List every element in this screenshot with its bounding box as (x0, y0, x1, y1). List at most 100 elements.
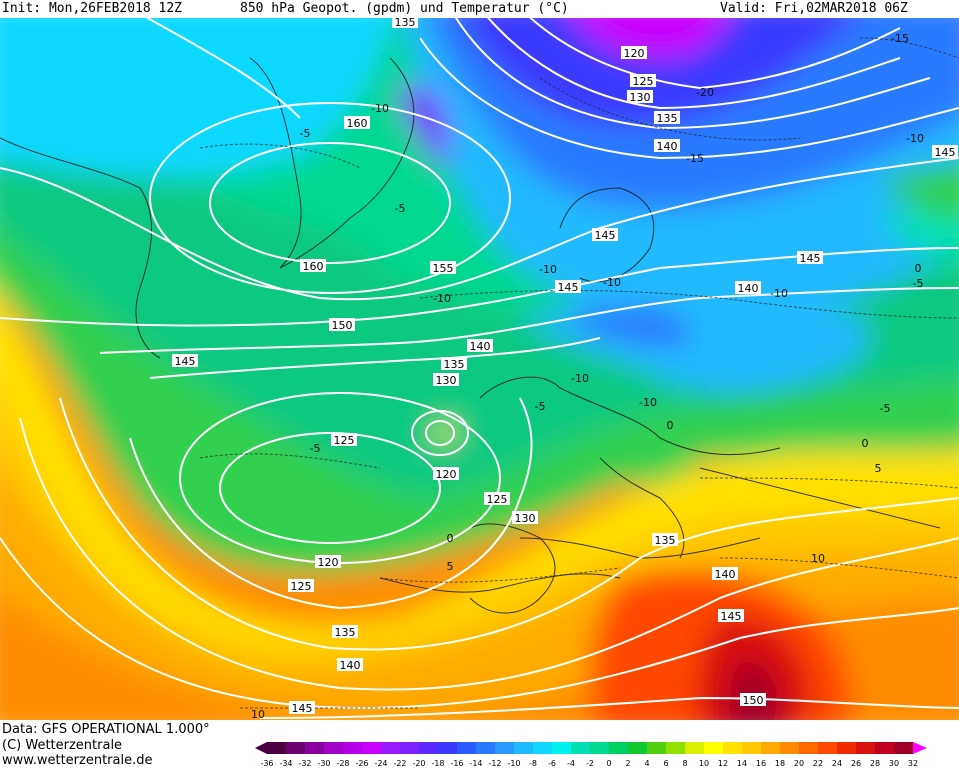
valid-time: Valid: Fri,02MAR2018 06Z (720, 1, 908, 16)
legend-swatch (647, 742, 666, 754)
svg-text:145: 145 (558, 281, 579, 294)
copyright: (C) Wetterzentrale (2, 738, 123, 753)
temp-label: -15 (891, 32, 909, 45)
legend-swatch (894, 742, 913, 754)
legend-swatch (457, 742, 476, 754)
svg-text:140: 140 (715, 568, 736, 581)
legend-tick: -28 (336, 759, 349, 768)
svg-text:140: 140 (657, 140, 678, 153)
temp-label: -10 (539, 263, 557, 276)
contour-label-145g: 145 (289, 701, 315, 715)
legend-swatch (875, 742, 894, 754)
map-title: 850 hPa Geopot. (gpdm) und Temperatur (°… (240, 1, 569, 16)
legend-tick: -20 (412, 759, 425, 768)
legend-tick: -16 (450, 759, 463, 768)
legend-swatch (438, 742, 457, 754)
contour-label-140c: 140 (735, 281, 761, 295)
svg-text:160: 160 (347, 117, 368, 130)
svg-text:155: 155 (433, 262, 454, 275)
svg-text:120: 120 (318, 556, 339, 569)
temp-label: -10 (639, 396, 657, 409)
contour-label-125a: 125 (630, 74, 656, 88)
legend-swatch (324, 742, 343, 754)
contour-label-135a: 135 (392, 18, 418, 29)
temp-label: -10 (433, 292, 451, 305)
contour-label-145a: 145 (932, 145, 958, 159)
svg-text:130: 130 (515, 512, 536, 525)
website-url: www.wetterzentrale.de (2, 753, 153, 768)
color-legend: -36 -34 -32 -30 -28 -26 -24 -22 -20 -18 -16 -14 -12-… (255, 742, 927, 768)
legend-swatch (267, 742, 286, 754)
map-header: Init: Mon,26FEB2018 12Z 850 hPa Geopot. … (0, 0, 959, 18)
contour-label-150b: 150 (740, 693, 766, 707)
temp-label: -5 (310, 442, 321, 455)
svg-text:130: 130 (630, 91, 651, 104)
temp-label: 0 (862, 437, 869, 450)
legend-tick: 30 (889, 759, 899, 768)
legend-swatch (685, 742, 704, 754)
map-footer: Data: GFS OPERATIONAL 1.000° (C) Wetterz… (0, 720, 959, 770)
temp-label: -5 (535, 400, 546, 413)
legend-tick: -18 (431, 759, 444, 768)
svg-text:145: 145 (595, 229, 616, 242)
svg-text:120: 120 (624, 47, 645, 60)
legend-tick: -12 (488, 759, 501, 768)
legend-swatch (780, 742, 799, 754)
contour-label-140b: 140 (467, 339, 493, 353)
temp-label: -10 (906, 132, 924, 145)
temp-label: -10 (603, 276, 621, 289)
legend-tick: 0 (606, 759, 611, 768)
legend-tick: -26 (355, 759, 368, 768)
contour-label-120b: 120 (433, 467, 459, 481)
legend-left-arrow (255, 742, 267, 754)
contour-label-150: 150 (329, 318, 355, 332)
svg-text:145: 145 (721, 610, 742, 623)
legend-right-arrow (913, 742, 927, 754)
temp-label: -5 (880, 402, 891, 415)
legend-tick: -34 (279, 759, 292, 768)
legend-tick: 12 (718, 759, 728, 768)
legend-tick: -30 (317, 759, 330, 768)
temp-label: 5 (447, 560, 454, 573)
svg-text:145: 145 (292, 702, 313, 715)
svg-text:135: 135 (335, 626, 356, 639)
svg-text:150: 150 (332, 319, 353, 332)
legend-swatch (552, 742, 571, 754)
temp-label: 0 (667, 419, 674, 432)
temperature-isolines (199, 37, 959, 709)
legend-swatch (704, 742, 723, 754)
temp-label: -15 (686, 152, 704, 165)
legend-tick: -10 (507, 759, 520, 768)
svg-text:160: 160 (303, 260, 324, 273)
data-source: Data: GFS OPERATIONAL 1.000° (2, 722, 210, 737)
legend-tick: 14 (737, 759, 747, 768)
legend-swatch (723, 742, 742, 754)
legend-swatch (837, 742, 856, 754)
contour-label-140a: 140 (654, 139, 680, 153)
legend-swatch (514, 742, 533, 754)
contour-label-160b: 160 (300, 259, 326, 273)
svg-text:140: 140 (738, 282, 759, 295)
legend-tick: 6 (663, 759, 668, 768)
legend-swatch (400, 742, 419, 754)
legend-swatch (856, 742, 875, 754)
legend-swatch (571, 742, 590, 754)
legend-swatch (742, 742, 761, 754)
svg-text:135: 135 (657, 112, 678, 125)
contour-label-135c: 135 (441, 357, 467, 371)
contour-label-145b: 145 (172, 354, 198, 368)
legend-tick: 22 (813, 759, 823, 768)
legend-swatch (476, 742, 495, 754)
contour-label-135e: 135 (332, 625, 358, 639)
contour-label-155: 155 (430, 261, 456, 275)
contour-label-120c: 120 (315, 555, 341, 569)
legend-swatch (590, 742, 609, 754)
contour-label-135d: 135 (652, 533, 678, 547)
contour-label-140e: 140 (337, 658, 363, 672)
contour-label-125d: 125 (288, 579, 314, 593)
temp-label: 0 (915, 262, 922, 275)
svg-text:135: 135 (444, 358, 465, 371)
legend-tick: 24 (832, 759, 842, 768)
legend-tick: 28 (870, 759, 880, 768)
svg-text:120: 120 (436, 468, 457, 481)
